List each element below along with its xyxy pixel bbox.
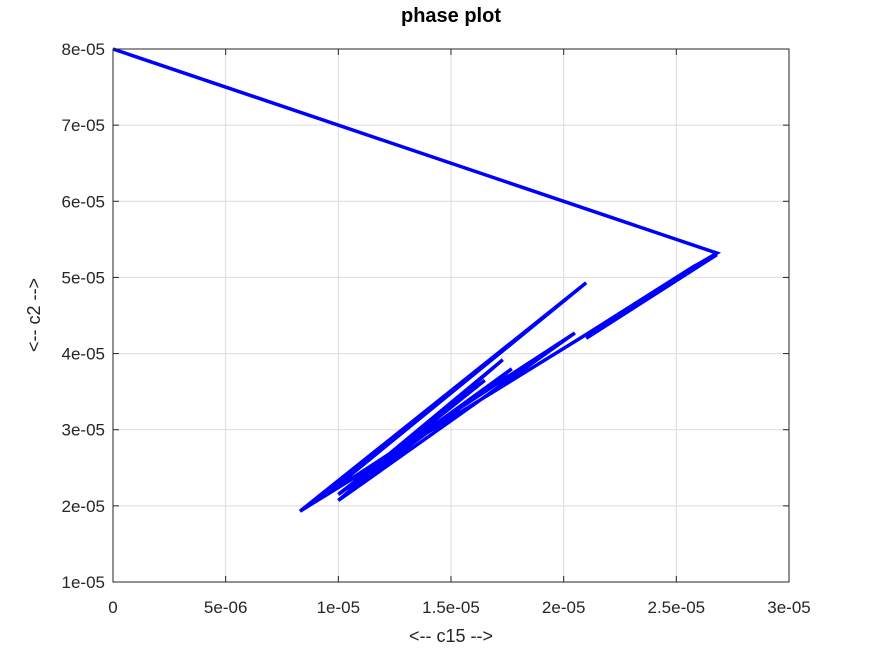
- y-axis-ticks: 1e-05 2e-05 3e-05 4e-05 5e-05 6e-05 7e-05 8e-05: [62, 40, 789, 592]
- x-tick-label: 0: [108, 598, 117, 617]
- x-tick-label: 2.5e-05: [647, 598, 705, 617]
- series-layer: [112, 47, 722, 513]
- y-tick-label: 6e-05: [62, 192, 105, 211]
- x-tick-label: 3e-05: [767, 598, 810, 617]
- y-tick-label: 3e-05: [62, 421, 105, 440]
- y-tick-label: 8e-05: [62, 40, 105, 59]
- y-tick-label: 2e-05: [62, 497, 105, 516]
- y-tick-label: 5e-05: [62, 268, 105, 287]
- x-tick-label: 1e-05: [317, 598, 360, 617]
- chart-title: phase plot: [401, 5, 501, 27]
- y-tick-label: 7e-05: [62, 116, 105, 135]
- y-tick-label: 1e-05: [62, 573, 105, 592]
- grid-lines: [112, 48, 790, 583]
- x-tick-label: 5e-06: [204, 598, 247, 617]
- y-tick-label: 4e-05: [62, 345, 105, 364]
- y-axis-label: <-- c2 -->: [24, 278, 44, 352]
- phase-trajectory-line: [112, 47, 722, 513]
- x-tick-label: 1.5e-05: [422, 598, 480, 617]
- x-axis-ticks: 0 5e-06 1e-05 1.5e-05 2e-05 2.5e-05 3e-05: [108, 49, 811, 617]
- x-axis-label: <-- c15 -->: [409, 626, 493, 646]
- x-tick-label: 2e-05: [542, 598, 585, 617]
